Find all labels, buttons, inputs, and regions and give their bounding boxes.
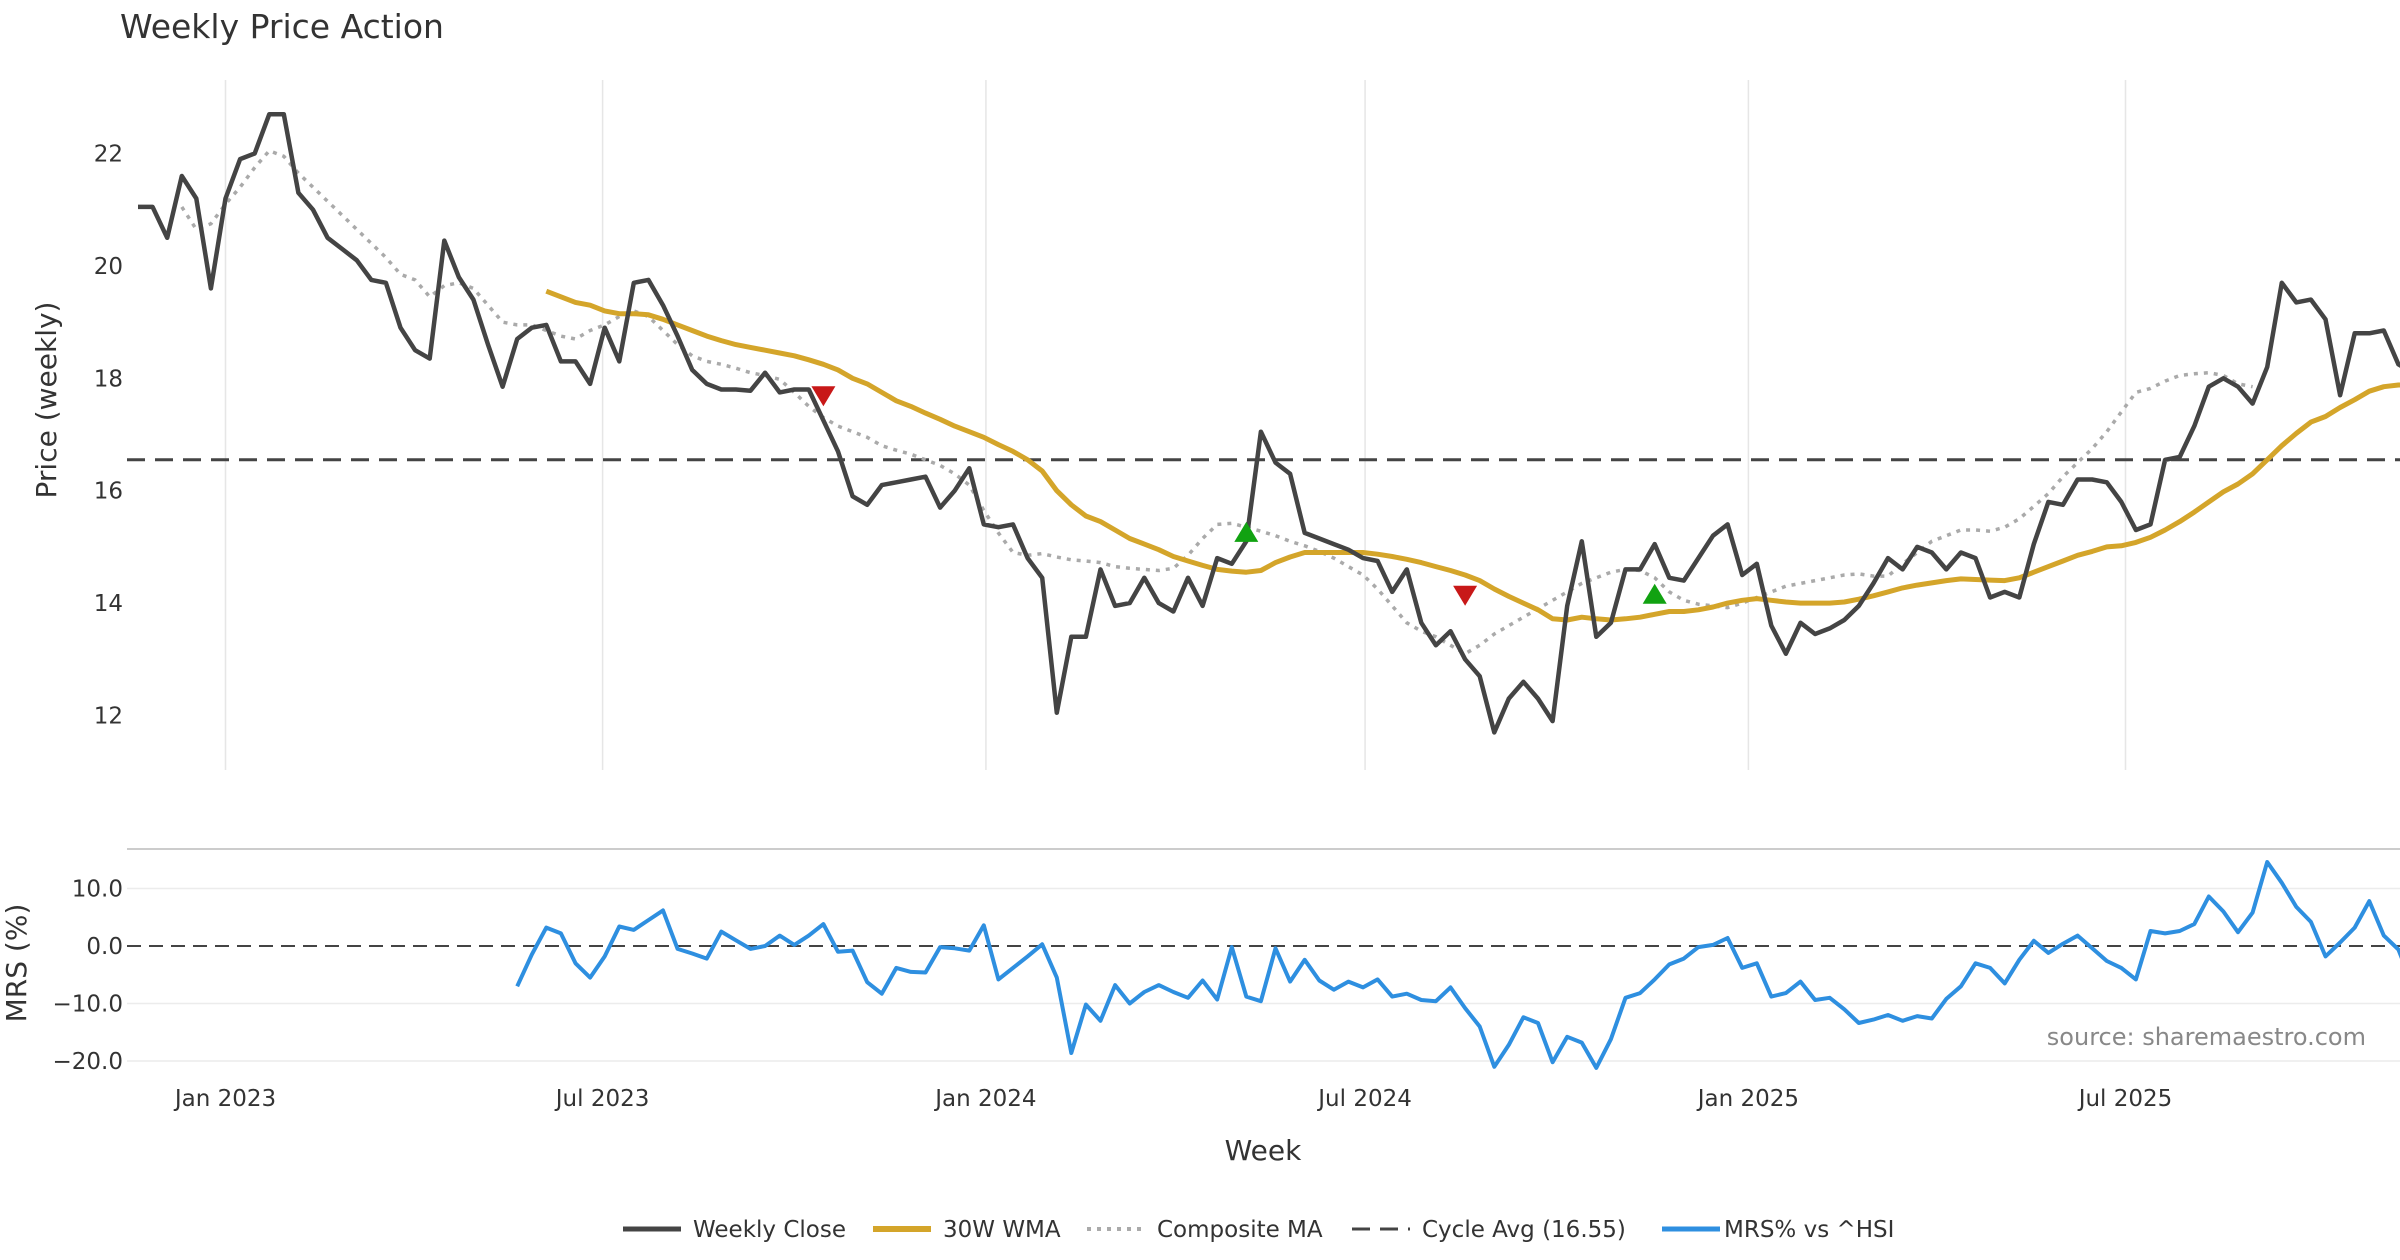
mrs-y-tick-label: −20.0 (53, 1049, 123, 1075)
legend-mrs-label: MRS% vs ^HSI (1724, 1217, 1894, 1243)
buy-signal-marker (1642, 583, 1667, 604)
mrs-y-tick-label: −10.0 (53, 992, 123, 1018)
price-y-tick-label: 20 (94, 254, 123, 280)
legend: Weekly Close 30W WMA Composite MA Cycle … (623, 1217, 1894, 1243)
price-y-tick-label: 14 (94, 591, 123, 617)
price-gridlines (224, 80, 2127, 770)
legend-wma-label: 30W WMA (943, 1217, 1061, 1243)
x-tick-label: Jul 2025 (2077, 1086, 2173, 1112)
sell-signal-marker (1453, 585, 1478, 606)
legend-composite-label: Composite MA (1157, 1217, 1323, 1243)
price-y-tick-label: 16 (94, 479, 123, 505)
x-tick-label: Jan 2024 (933, 1086, 1036, 1112)
price-y-tick-label: 18 (94, 366, 123, 392)
wma-series-line (545, 288, 2400, 623)
legend-cycle-label: Cycle Avg (16.55) (1422, 1217, 1626, 1243)
mrs-y-tick-labels: 10.0 0.0 −10.0 −20.0 (53, 877, 123, 1076)
buy-signal-marker (1234, 521, 1259, 542)
chart-title: Weekly Price Action (120, 7, 444, 46)
mrs-y-tick-label: 10.0 (72, 877, 123, 903)
mrs-axis-title: MRS (%) (0, 904, 33, 1023)
x-tick-labels: Jan 2023 Jul 2023 Jan 2024 Jul 2024 Jan 2025… (173, 1086, 2172, 1112)
price-axis-title: Price (weekly) (30, 302, 63, 499)
x-tick-label: Jan 2023 (173, 1086, 276, 1112)
x-tick-label: Jan 2025 (1696, 1086, 1799, 1112)
composite-ma-series-line (180, 148, 2253, 656)
weekly-close-series-line (138, 111, 2400, 735)
source-attribution: source: sharemaestro.com (2047, 1023, 2366, 1051)
x-tick-label: Jul 2023 (554, 1086, 650, 1112)
mrs-gridlines (127, 887, 2400, 1062)
price-y-tick-labels: 12 14 16 18 20 22 (94, 142, 123, 730)
mrs-y-tick-label: 0.0 (86, 934, 123, 960)
x-tick-label: Jul 2024 (1316, 1086, 1412, 1112)
mrs-series-line (515, 860, 2400, 1070)
price-y-tick-label: 12 (94, 704, 123, 730)
signal-markers (811, 386, 1667, 606)
sell-signal-marker (811, 386, 836, 407)
x-axis-title: Week (1225, 1134, 1302, 1167)
legend-weekly-close-label: Weekly Close (693, 1217, 846, 1243)
price-y-tick-label: 22 (94, 142, 123, 168)
